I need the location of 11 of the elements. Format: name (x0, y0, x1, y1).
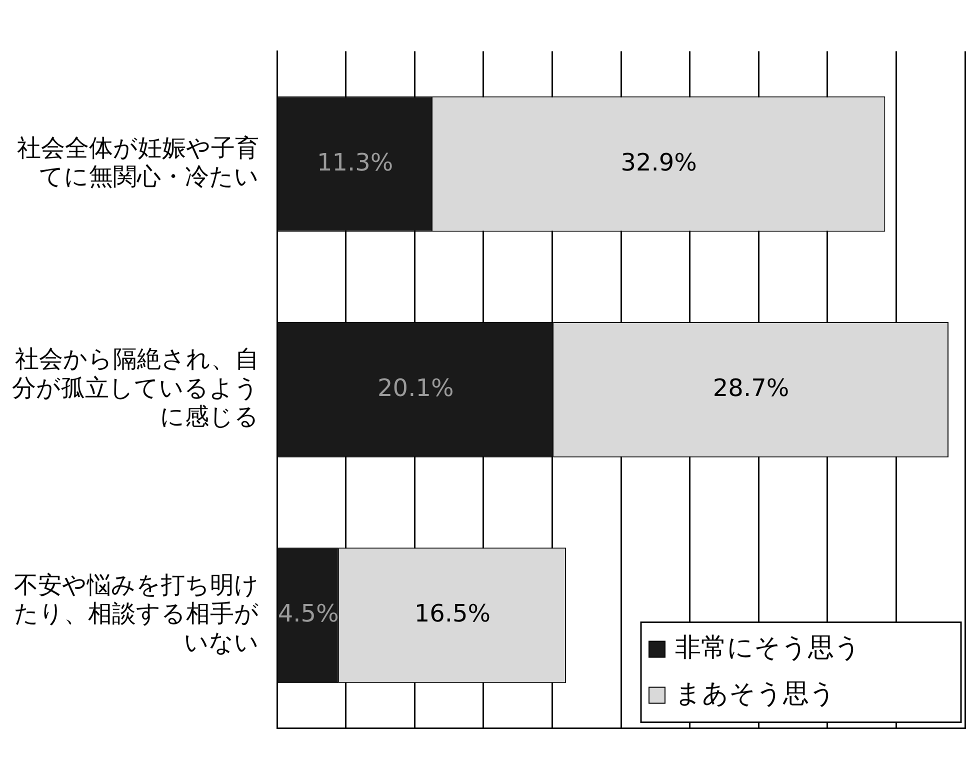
data-label: 20.1% (378, 374, 454, 402)
data-label: 11.3% (316, 148, 394, 176)
y-tick-label: 社会全体が妊娠や子育てに無関心・冷たい (17, 134, 259, 191)
data-label: 28.7% (712, 374, 790, 402)
y-tick-label: 社会から隔絶され、自分が孤立しているように感じる (12, 345, 259, 431)
legend-label: 非常にそう思う (675, 632, 861, 663)
data-label: 4.5% (278, 600, 339, 628)
y-tick-label: 不安や悩みを打ち明けたり、相談する相手がいない (14, 570, 259, 656)
data-label: 16.5% (414, 600, 491, 628)
legend-label: まあそう思う (675, 678, 836, 709)
data-label: 32.9% (620, 148, 697, 176)
